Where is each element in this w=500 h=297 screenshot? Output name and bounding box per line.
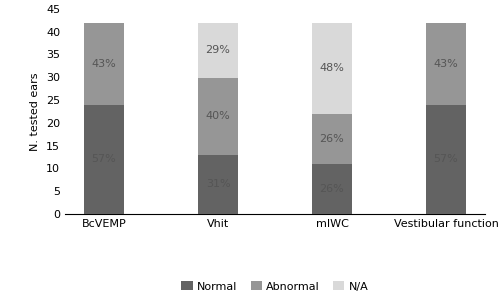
Text: 48%: 48% bbox=[320, 64, 344, 73]
Text: 57%: 57% bbox=[434, 154, 458, 164]
Text: 43%: 43% bbox=[92, 59, 116, 69]
Bar bbox=[426, 23, 466, 105]
Bar bbox=[312, 114, 352, 164]
Text: 26%: 26% bbox=[320, 134, 344, 144]
Bar bbox=[84, 23, 124, 105]
Bar bbox=[312, 164, 352, 214]
Text: 57%: 57% bbox=[92, 154, 116, 164]
Text: 40%: 40% bbox=[206, 111, 231, 121]
Bar bbox=[198, 78, 238, 154]
Text: 29%: 29% bbox=[206, 45, 231, 55]
Text: 43%: 43% bbox=[434, 59, 458, 69]
Legend: Normal, Abnormal, N/A: Normal, Abnormal, N/A bbox=[177, 277, 373, 296]
Bar bbox=[426, 105, 466, 214]
Bar bbox=[312, 23, 352, 114]
Text: 31%: 31% bbox=[206, 179, 231, 189]
Bar bbox=[84, 105, 124, 214]
Y-axis label: N. tested ears: N. tested ears bbox=[30, 72, 40, 151]
Bar bbox=[198, 154, 238, 214]
Bar bbox=[198, 23, 238, 78]
Text: 26%: 26% bbox=[320, 184, 344, 194]
